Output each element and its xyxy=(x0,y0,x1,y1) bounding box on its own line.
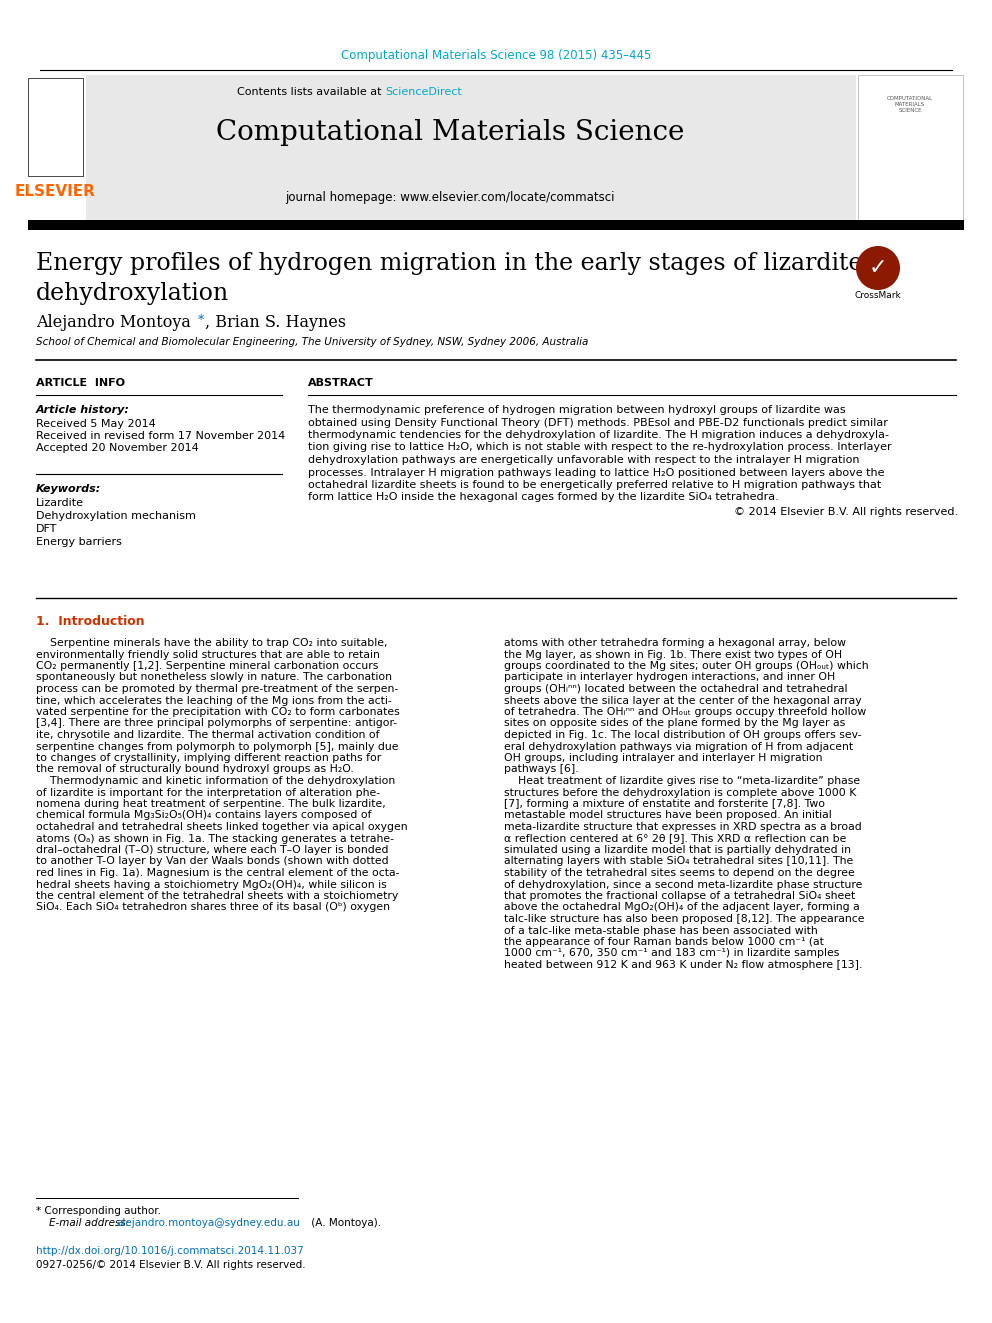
Text: Lizardite: Lizardite xyxy=(36,497,84,508)
Text: meta-lizardite structure that expresses in XRD spectra as a broad: meta-lizardite structure that expresses … xyxy=(504,822,862,832)
Text: structures before the dehydroxylation is complete above 1000 K: structures before the dehydroxylation is… xyxy=(504,787,856,798)
Text: vated serpentine for the precipitation with CO₂ to form carbonates: vated serpentine for the precipitation w… xyxy=(36,706,400,717)
Text: Received in revised form 17 November 2014: Received in revised form 17 November 201… xyxy=(36,431,286,441)
Text: The thermodynamic preference of hydrogen migration between hydroxyl groups of li: The thermodynamic preference of hydrogen… xyxy=(308,405,845,415)
Text: Dehydroxylation mechanism: Dehydroxylation mechanism xyxy=(36,511,195,521)
Text: ScienceDirect: ScienceDirect xyxy=(385,87,461,97)
Text: *: * xyxy=(198,314,204,327)
Text: dral–octahedral (T–O) structure, where each T–O layer is bonded: dral–octahedral (T–O) structure, where e… xyxy=(36,845,389,855)
Text: (A. Montoya).: (A. Montoya). xyxy=(308,1218,381,1228)
Text: Accepted 20 November 2014: Accepted 20 November 2014 xyxy=(36,443,198,452)
Text: process can be promoted by thermal pre-treatment of the serpen-: process can be promoted by thermal pre-t… xyxy=(36,684,398,695)
Text: Thermodynamic and kinetic information of the dehydroxylation: Thermodynamic and kinetic information of… xyxy=(36,777,395,786)
Text: Energy profiles of hydrogen migration in the early stages of lizardite
dehydroxy: Energy profiles of hydrogen migration in… xyxy=(36,251,862,306)
Text: alternating layers with stable SiO₄ tetrahedral sites [10,11]. The: alternating layers with stable SiO₄ tetr… xyxy=(504,856,853,867)
Text: obtained using Density Functional Theory (DFT) methods. PBEsol and PBE-D2 functi: obtained using Density Functional Theory… xyxy=(308,418,888,427)
Text: the removal of structurally bound hydroxyl groups as H₂O.: the removal of structurally bound hydrox… xyxy=(36,765,354,774)
Text: simulated using a lizardite model that is partially dehydrated in: simulated using a lizardite model that i… xyxy=(504,845,851,855)
Text: Contents lists available at: Contents lists available at xyxy=(237,87,385,97)
Text: talc-like structure has also been proposed [8,12]. The appearance: talc-like structure has also been propos… xyxy=(504,914,864,923)
Text: alejandro.montoya@sydney.edu.au: alejandro.montoya@sydney.edu.au xyxy=(116,1218,300,1228)
Text: [7], forming a mixture of enstatite and forsterite [7,8]. Two: [7], forming a mixture of enstatite and … xyxy=(504,799,825,808)
Text: groups (OHᵢⁿⁿ) located between the octahedral and tetrahedral: groups (OHᵢⁿⁿ) located between the octah… xyxy=(504,684,847,695)
Text: the central element of the tetrahedral sheets with a stoichiometry: the central element of the tetrahedral s… xyxy=(36,890,398,901)
Text: sites on opposite sides of the plane formed by the Mg layer as: sites on opposite sides of the plane for… xyxy=(504,718,845,729)
Text: α reflection centered at 6° 2θ [9]. This XRD α reflection can be: α reflection centered at 6° 2θ [9]. This… xyxy=(504,833,846,844)
Text: processes. Intralayer H migration pathways leading to lattice H₂O positioned bet: processes. Intralayer H migration pathwa… xyxy=(308,467,885,478)
Text: stability of the tetrahedral sites seems to depend on the degree: stability of the tetrahedral sites seems… xyxy=(504,868,855,878)
Text: CO₂ permanently [1,2]. Serpentine mineral carbonation occurs: CO₂ permanently [1,2]. Serpentine minera… xyxy=(36,662,378,671)
Text: dehydroxylation pathways are energetically unfavorable with respect to the intra: dehydroxylation pathways are energetical… xyxy=(308,455,859,464)
Circle shape xyxy=(856,246,900,290)
Text: ✓: ✓ xyxy=(869,258,887,278)
Text: COMPUTATIONAL
MATERIALS
SCIENCE: COMPUTATIONAL MATERIALS SCIENCE xyxy=(887,97,933,112)
Text: of tetrahedra. The OHᵢⁿⁿ and OHₒᵤₜ groups occupy threefold hollow: of tetrahedra. The OHᵢⁿⁿ and OHₒᵤₜ group… xyxy=(504,706,866,717)
Text: ELSEVIER: ELSEVIER xyxy=(15,184,95,200)
Text: that promotes the fractional collapse of a tetrahedral SiO₄ sheet: that promotes the fractional collapse of… xyxy=(504,890,855,901)
Text: pathways [6].: pathways [6]. xyxy=(504,765,578,774)
Text: to changes of crystallinity, implying different reaction paths for: to changes of crystallinity, implying di… xyxy=(36,753,381,763)
Text: depicted in Fig. 1c. The local distribution of OH groups offers sev-: depicted in Fig. 1c. The local distribut… xyxy=(504,730,862,740)
Text: © 2014 Elsevier B.V. All rights reserved.: © 2014 Elsevier B.V. All rights reserved… xyxy=(734,507,958,517)
Text: Alejandro Montoya: Alejandro Montoya xyxy=(36,314,196,331)
Text: * Corresponding author.: * Corresponding author. xyxy=(36,1207,161,1216)
Bar xyxy=(858,75,963,220)
Text: octahedral and tetrahedral sheets linked together via apical oxygen: octahedral and tetrahedral sheets linked… xyxy=(36,822,408,832)
Text: SiO₄. Each SiO₄ tetrahedron shares three of its basal (Oᵇ) oxygen: SiO₄. Each SiO₄ tetrahedron shares three… xyxy=(36,902,390,913)
Text: eral dehydroxylation pathways via migration of H from adjacent: eral dehydroxylation pathways via migrat… xyxy=(504,741,853,751)
Text: OH groups, including intralayer and interlayer H migration: OH groups, including intralayer and inte… xyxy=(504,753,822,763)
Text: 1.  Introduction: 1. Introduction xyxy=(36,615,145,628)
Text: Article history:: Article history: xyxy=(36,405,130,415)
Text: to another T-O layer by Van der Waals bonds (shown with dotted: to another T-O layer by Van der Waals bo… xyxy=(36,856,389,867)
Text: http://dx.doi.org/10.1016/j.commatsci.2014.11.037: http://dx.doi.org/10.1016/j.commatsci.20… xyxy=(36,1246,304,1256)
Text: Computational Materials Science: Computational Materials Science xyxy=(216,119,684,146)
Text: Energy barriers: Energy barriers xyxy=(36,537,122,546)
Text: Keywords:: Keywords: xyxy=(36,484,101,493)
Text: Serpentine minerals have the ability to trap CO₂ into suitable,: Serpentine minerals have the ability to … xyxy=(36,638,388,648)
Text: thermodynamic tendencies for the dehydroxylation of lizardite. The H migration i: thermodynamic tendencies for the dehydro… xyxy=(308,430,889,441)
Text: the appearance of four Raman bands below 1000 cm⁻¹ (at: the appearance of four Raman bands below… xyxy=(504,937,824,947)
Text: above the octahedral MgO₂(OH)₄ of the adjacent layer, forming a: above the octahedral MgO₂(OH)₄ of the ad… xyxy=(504,902,860,913)
Text: Computational Materials Science 98 (2015) 435–445: Computational Materials Science 98 (2015… xyxy=(341,49,651,61)
Text: nomena during heat treatment of serpentine. The bulk lizardite,: nomena during heat treatment of serpenti… xyxy=(36,799,386,808)
Text: environmentally friendly solid structures that are able to retain: environmentally friendly solid structure… xyxy=(36,650,380,659)
Text: tion giving rise to lattice H₂O, which is not stable with respect to the re-hydr: tion giving rise to lattice H₂O, which i… xyxy=(308,442,892,452)
Text: red lines in Fig. 1a). Magnesium is the central element of the octa-: red lines in Fig. 1a). Magnesium is the … xyxy=(36,868,400,878)
Text: of dehydroxylation, since a second meta-lizardite phase structure: of dehydroxylation, since a second meta-… xyxy=(504,880,862,889)
Text: the Mg layer, as shown in Fig. 1b. There exist two types of OH: the Mg layer, as shown in Fig. 1b. There… xyxy=(504,650,842,659)
Text: DFT: DFT xyxy=(36,524,58,534)
Text: ite, chrysotile and lizardite. The thermal activation condition of: ite, chrysotile and lizardite. The therm… xyxy=(36,730,380,740)
Text: metastable model structures have been proposed. An initial: metastable model structures have been pr… xyxy=(504,811,831,820)
Text: [3,4]. There are three principal polymorphs of serpentine: antigor-: [3,4]. There are three principal polymor… xyxy=(36,718,397,729)
Text: of lizardite is important for the interpretation of alteration phe-: of lizardite is important for the interp… xyxy=(36,787,380,798)
Text: spontaneously but nonetheless slowly in nature. The carbonation: spontaneously but nonetheless slowly in … xyxy=(36,672,392,683)
Text: chemical formula Mg₃Si₂O₅(OH)₄ contains layers composed of: chemical formula Mg₃Si₂O₅(OH)₄ contains … xyxy=(36,811,371,820)
Text: 0927-0256/© 2014 Elsevier B.V. All rights reserved.: 0927-0256/© 2014 Elsevier B.V. All right… xyxy=(36,1259,306,1270)
Text: journal homepage: www.elsevier.com/locate/commatsci: journal homepage: www.elsevier.com/locat… xyxy=(286,191,615,204)
Text: ARTICLE  INFO: ARTICLE INFO xyxy=(36,378,125,388)
Text: School of Chemical and Biomolecular Engineering, The University of Sydney, NSW, : School of Chemical and Biomolecular Engi… xyxy=(36,337,588,347)
Text: form lattice H₂O inside the hexagonal cages formed by the lizardite SiO₄ tetrahe: form lattice H₂O inside the hexagonal ca… xyxy=(308,492,779,503)
Text: groups coordinated to the Mg sites; outer OH groups (OHₒᵤₜ) which: groups coordinated to the Mg sites; oute… xyxy=(504,662,869,671)
Text: ABSTRACT: ABSTRACT xyxy=(308,378,374,388)
Text: octahedral lizardite sheets is found to be energetically preferred relative to H: octahedral lizardite sheets is found to … xyxy=(308,480,881,490)
Text: Received 5 May 2014: Received 5 May 2014 xyxy=(36,419,156,429)
Bar xyxy=(28,220,964,230)
Text: tine, which accelerates the leaching of the Mg ions from the acti-: tine, which accelerates the leaching of … xyxy=(36,696,392,705)
Text: sheets above the silica layer at the center of the hexagonal array: sheets above the silica layer at the cen… xyxy=(504,696,862,705)
Bar xyxy=(28,78,83,176)
Text: , Brian S. Haynes: , Brian S. Haynes xyxy=(205,314,346,331)
FancyBboxPatch shape xyxy=(86,75,856,220)
Text: CrossMark: CrossMark xyxy=(855,291,902,299)
Text: E-mail address:: E-mail address: xyxy=(36,1218,133,1228)
Text: hedral sheets having a stoichiometry MgO₂(OH)₄, while silicon is: hedral sheets having a stoichiometry MgO… xyxy=(36,880,387,889)
Text: atoms (Oₐ) as shown in Fig. 1a. The stacking generates a tetrahe-: atoms (Oₐ) as shown in Fig. 1a. The stac… xyxy=(36,833,394,844)
Text: Heat treatment of lizardite gives rise to “meta-lizardite” phase: Heat treatment of lizardite gives rise t… xyxy=(504,777,860,786)
Text: participate in interlayer hydrogen interactions, and inner OH: participate in interlayer hydrogen inter… xyxy=(504,672,835,683)
Text: 1000 cm⁻¹, 670, 350 cm⁻¹ and 183 cm⁻¹) in lizardite samples: 1000 cm⁻¹, 670, 350 cm⁻¹ and 183 cm⁻¹) i… xyxy=(504,949,839,958)
Text: serpentine changes from polymorph to polymorph [5], mainly due: serpentine changes from polymorph to pol… xyxy=(36,741,399,751)
Text: of a talc-like meta-stable phase has been associated with: of a talc-like meta-stable phase has bee… xyxy=(504,926,817,935)
Text: heated between 912 K and 963 K under N₂ flow atmosphere [13].: heated between 912 K and 963 K under N₂ … xyxy=(504,960,862,970)
Text: atoms with other tetrahedra forming a hexagonal array, below: atoms with other tetrahedra forming a he… xyxy=(504,638,846,648)
